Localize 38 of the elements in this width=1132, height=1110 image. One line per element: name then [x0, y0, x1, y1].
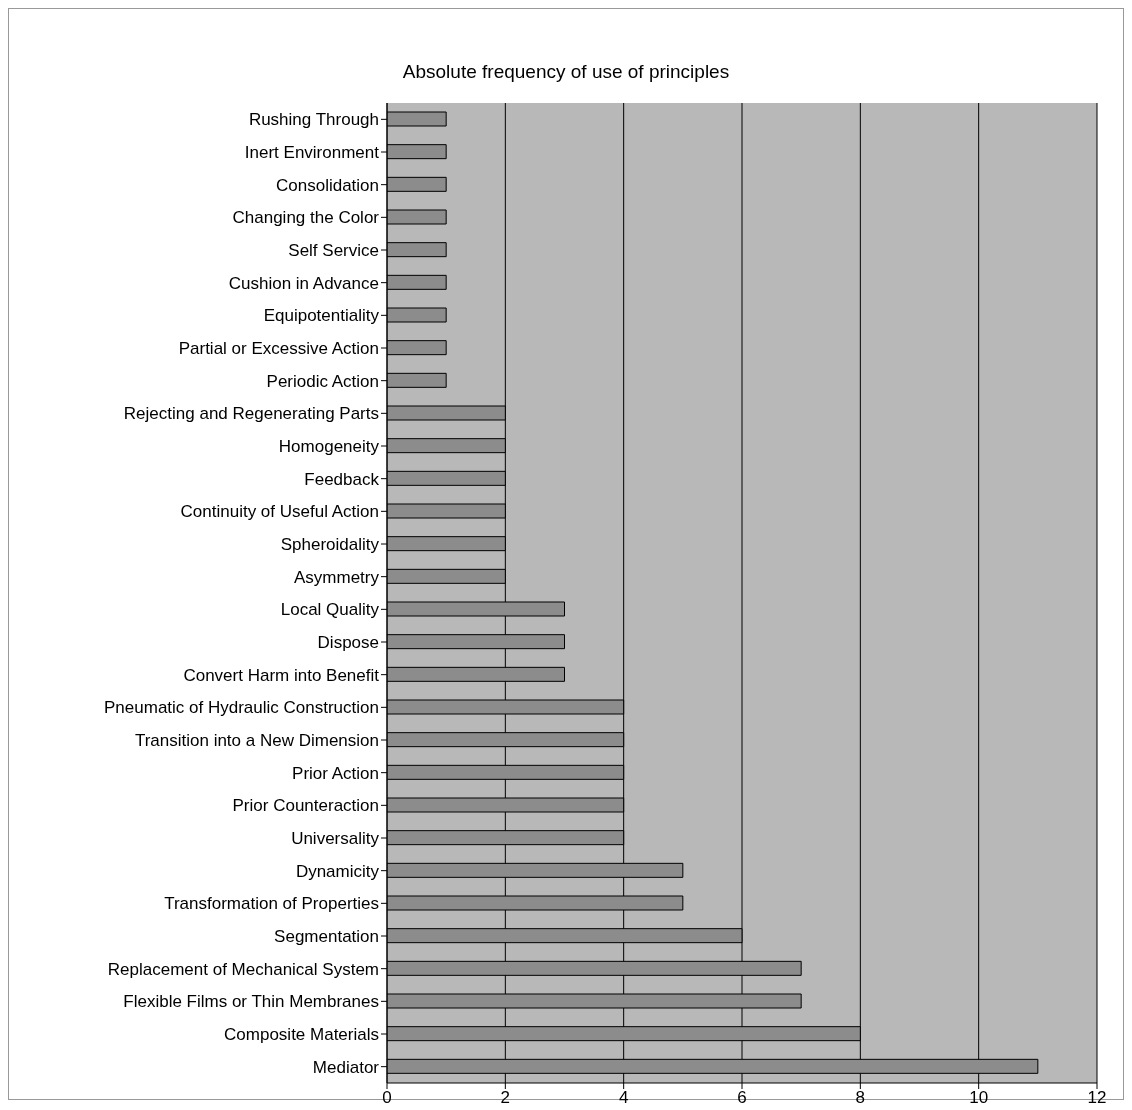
- y-tick-label: Pneumatic of Hydraulic Construction: [104, 698, 379, 718]
- x-tick-label: 8: [855, 1088, 866, 1108]
- y-tick-label: Inert Environment: [244, 143, 380, 163]
- y-tick-label: Composite Materials: [224, 1025, 379, 1045]
- x-tick-label: 0: [382, 1088, 392, 1108]
- x-tick-label: 12: [1087, 1088, 1107, 1108]
- y-tick-label: Continuity of Useful Action: [180, 502, 379, 522]
- y-tick-label: Cushion in Advance: [228, 273, 379, 293]
- y-tick-label: Segmentation: [274, 927, 379, 947]
- y-tick-label: Feedback: [304, 469, 380, 489]
- x-tick-label: 2: [500, 1088, 511, 1108]
- y-tick-label: Homogeneity: [278, 437, 380, 457]
- y-tick-label: Consolidation: [275, 175, 379, 195]
- x-tick-label: 4: [618, 1088, 629, 1108]
- chart-title: Absolute frequency of use of principles: [401, 60, 731, 84]
- y-tick-label: Universality: [291, 829, 380, 849]
- y-tick-label: Prior Counteraction: [232, 796, 379, 816]
- y-tick-label: Transition into a New Dimension: [134, 731, 379, 751]
- y-tick-label: Convert Harm into Benefit: [183, 665, 380, 685]
- y-tick-label: Rejecting and Regenerating Parts: [123, 404, 379, 424]
- y-tick-label: Mediator: [312, 1057, 380, 1077]
- y-tick-label: Replacement of Mechanical System: [107, 959, 379, 979]
- y-tick-label: Dynamicity: [295, 861, 380, 881]
- y-tick-label: Partial or Excessive Action: [178, 339, 379, 359]
- y-tick-label: Local Quality: [280, 600, 380, 620]
- y-tick-label: Self Service: [288, 241, 379, 261]
- y-tick-label: Spheroidality: [280, 535, 380, 555]
- y-tick-label: Rushing Through: [248, 110, 379, 130]
- y-tick-label: Periodic Action: [266, 371, 379, 391]
- y-tick-label: Dispose: [317, 633, 379, 653]
- x-tick-label: 10: [969, 1088, 989, 1108]
- y-tick-label: Flexible Films or Thin Membranes: [123, 992, 379, 1012]
- y-tick-label: Equipotentiality: [263, 306, 380, 326]
- y-tick-label: Asymmetry: [294, 567, 380, 587]
- x-tick-label: 6: [737, 1088, 747, 1108]
- y-tick-label: Transformation of Properties: [164, 894, 379, 914]
- y-tick-label: Changing the Color: [232, 208, 380, 228]
- y-tick-label: Prior Action: [292, 763, 379, 783]
